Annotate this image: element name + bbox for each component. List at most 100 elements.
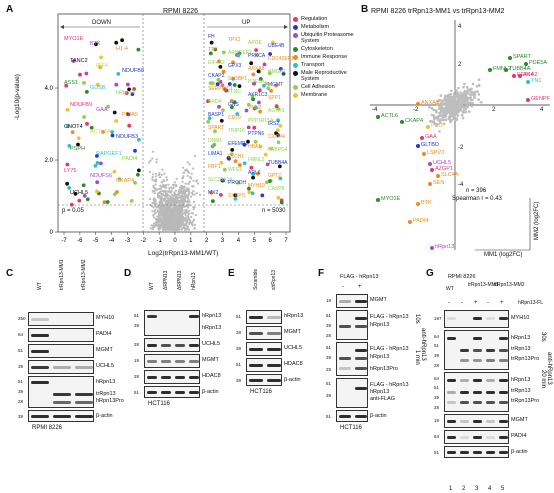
volcano-point-significant: [209, 40, 214, 45]
volcano-point-significant: [136, 172, 140, 177]
blot-band: [486, 349, 495, 352]
volcano-point-significant: [237, 84, 242, 88]
corr-highlight-dot: [420, 136, 424, 140]
volcano-point: [154, 180, 158, 183]
blot-strip: [444, 446, 509, 458]
volcano-point: [174, 184, 177, 187]
blot-band: [460, 420, 469, 423]
volcano-point: [187, 217, 190, 220]
blot-band: [267, 348, 281, 351]
blot-band: [473, 317, 482, 320]
gene-label: CD70: [228, 115, 241, 121]
blot-strip: [144, 386, 200, 398]
blot-band: [339, 415, 351, 418]
volcano-point-significant: [106, 104, 110, 109]
volcano-point-significant: [274, 104, 279, 109]
volcano-point-significant: [269, 146, 273, 151]
gene-label: GAA: [96, 107, 108, 113]
blot-band: [499, 349, 508, 352]
volcano-point: [181, 227, 184, 230]
volcano-x-axis-label: Log2(trRpn13-MM1/WT): [148, 250, 219, 257]
blot-header: FLAG - hRpn13: [340, 274, 379, 280]
legend-dot: [293, 62, 298, 68]
corr-highlight-dot: [526, 98, 530, 102]
blot-band: [53, 401, 71, 404]
blot-strip: [336, 342, 368, 376]
blot-band: [447, 420, 456, 423]
gene-label: WFS1: [228, 167, 242, 173]
kda-marker: 51: [236, 362, 242, 367]
volcano-point-significant: [127, 123, 132, 128]
volcano-point-significant: [277, 164, 282, 169]
kda-marker: 28: [434, 363, 440, 368]
lane-sign: -: [342, 284, 344, 290]
volcano-point-significant: [246, 139, 250, 144]
volcano-point: [173, 197, 176, 200]
blot-band: [53, 366, 71, 369]
volcano-point: [171, 203, 174, 207]
blot-band: [175, 376, 185, 379]
x-tick-label: -3: [125, 238, 131, 244]
corr-point: [454, 89, 458, 92]
legend-label: Cell Adhesion: [301, 84, 335, 90]
volcano-point: [160, 205, 163, 208]
volcano-point: [177, 214, 180, 217]
corr-highlight-dot: [430, 246, 434, 250]
volcano-point: [163, 214, 166, 217]
volcano-point: [164, 193, 167, 196]
volcano-point-significant: [82, 81, 86, 85]
lane-label: ΔRPN13: [163, 270, 169, 290]
band-label: MGMT: [202, 357, 219, 363]
blot-band: [339, 367, 351, 370]
gene-label: CNOT4: [64, 124, 83, 130]
volcano-point: [160, 187, 163, 190]
kda-marker: 39: [18, 389, 24, 394]
volcano-point: [188, 163, 191, 166]
blot-panel-g: RPMI 8226 MYH10 197 hRpn13 trRpn13 trRpn13Pro…: [430, 272, 554, 492]
volcano-point-significant: [70, 130, 75, 135]
band-label: MGMT: [511, 417, 528, 423]
volcano-point: [180, 198, 183, 201]
volcano-point: [178, 212, 182, 215]
gene-label: TUBB4A: [268, 160, 288, 166]
gene-label: TRIP10: [228, 128, 245, 134]
corr-points: [428, 78, 483, 133]
volcano-point-significant: [257, 88, 262, 93]
band-label: HDAC8: [202, 373, 221, 379]
blot-band: [31, 366, 49, 369]
volcano-point: [149, 159, 152, 162]
volcano-point: [174, 215, 177, 218]
volcano-point-significant: [217, 59, 221, 64]
kda-marker: 28: [434, 405, 440, 410]
volcano-point: [171, 221, 174, 224]
volcano-point-significant: [124, 91, 129, 95]
band-label: hRpn13: [370, 354, 390, 360]
corr-tick: 2: [458, 62, 462, 68]
volcano-point-significant: [85, 90, 89, 94]
gene-label: NDUFS6: [90, 173, 113, 179]
blot-band: [267, 316, 281, 319]
kda-marker: 39: [18, 414, 24, 419]
volcano-point-significant: [236, 181, 241, 185]
volcano-point: [168, 187, 171, 190]
volcano-point-significant: [267, 179, 272, 184]
blot-band: [473, 420, 482, 423]
gene-label: FMNL2: [248, 157, 265, 163]
volcano-point-significant: [95, 154, 99, 158]
blot-band: [447, 317, 456, 320]
band-label: trRpn13Pro: [511, 398, 540, 404]
legend-label: Ubiquitin Proteasome System: [301, 32, 354, 44]
x-tick-label: -1: [156, 238, 162, 244]
volcano-point: [191, 185, 194, 188]
volcano-point-significant: [258, 109, 262, 114]
lane-extra-label: hRpn13-FL: [518, 300, 544, 306]
volcano-point-significant: [229, 99, 234, 103]
volcano-point: [173, 181, 176, 184]
band-label: hRpn13: [202, 313, 222, 319]
volcano-point-significant: [249, 165, 254, 170]
volcano-point: [173, 226, 176, 229]
volcano-point: [147, 161, 151, 164]
blot-band: [75, 393, 93, 396]
volcano-point-significant: [96, 82, 100, 87]
